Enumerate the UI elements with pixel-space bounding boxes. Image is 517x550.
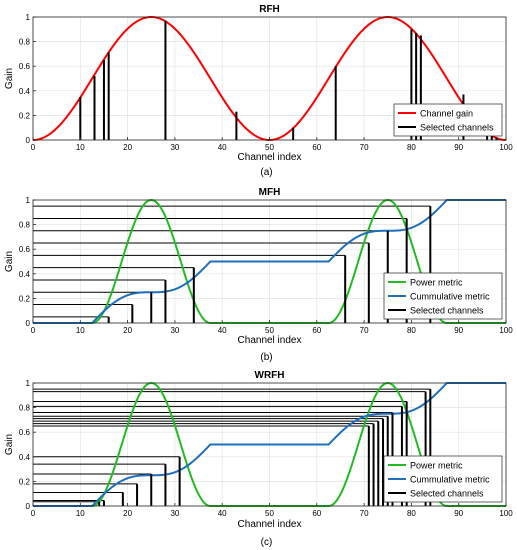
chart-panel-wrfh: 0 10 20 30 40 50 60 70 80 90 100 0 0.2 0.4 0.6 0.8 1 WRFH… (4, 370, 513, 548)
y-tick-label: 0.4 (19, 453, 31, 462)
x-tick-label: 50 (265, 509, 274, 518)
x-tick-label: 20 (123, 326, 132, 335)
x-tick-label: 90 (454, 143, 463, 152)
x-tick-label: 30 (170, 326, 179, 335)
x-tick-label: 0 (31, 509, 36, 518)
legend: Power metric Cummulative metric Selected c… (383, 455, 503, 503)
y-tick-label: 0.8 (19, 221, 31, 230)
legend-label: Selected channels (410, 489, 484, 499)
panel-caption: (c) (261, 537, 273, 548)
x-tick-label: 30 (170, 143, 179, 152)
x-tick-label: 60 (312, 326, 321, 335)
panel-caption: (a) (260, 167, 272, 178)
y-tick-label: 0.2 (19, 477, 31, 486)
series-line-1 (33, 382, 506, 507)
y-tick-label: 0.8 (19, 38, 31, 47)
legend-label: Selected channels (410, 306, 484, 316)
x-tick-label: 80 (407, 143, 416, 152)
chart-title: MFH (259, 187, 281, 198)
series-line-1 (33, 199, 506, 324)
x-tick-label: 20 (123, 143, 132, 152)
y-tick-label: 0 (26, 136, 31, 145)
y-tick-label: 0.2 (19, 294, 31, 303)
y-tick-label: 0.2 (19, 111, 31, 120)
panel-caption: (b) (260, 352, 272, 363)
x-tick-label: 30 (170, 509, 179, 518)
x-axis-label: Channel index (238, 519, 302, 530)
y-tick-label: 0.6 (19, 62, 31, 71)
legend: Power metric Cummulative metric Selected c… (383, 272, 503, 320)
legend-label: Power metric (410, 461, 463, 471)
x-tick-label: 40 (218, 326, 227, 335)
y-axis-label: Gain (4, 251, 15, 272)
y-tick-label: 0.4 (19, 270, 31, 279)
x-tick-label: 10 (76, 509, 85, 518)
x-tick-label: 100 (499, 143, 513, 152)
x-tick-label: 90 (454, 509, 463, 518)
x-tick-label: 70 (360, 143, 369, 152)
chart-panel-mfh: 0 10 20 30 40 50 60 70 80 90 100 0 0.2 0.4 0.6 0.8 1 MFH C… (4, 187, 513, 363)
x-axis-label: Channel index (238, 335, 302, 346)
y-tick-label: 1 (26, 196, 31, 205)
x-tick-label: 50 (265, 143, 274, 152)
legend-label: Channel gain (420, 109, 473, 119)
chart-title: WRFH (255, 370, 285, 381)
y-tick-label: 1 (26, 379, 31, 388)
x-tick-label: 80 (407, 509, 416, 518)
legend-box (393, 103, 503, 137)
legend-label: Power metric (410, 278, 463, 288)
x-tick-label: 10 (76, 326, 85, 335)
x-tick-label: 100 (499, 326, 513, 335)
chart-panel-rfh: 0 10 20 30 40 50 60 70 80 90 100 0 0.2 0.4 0.6 0.8 1 RFH C… (4, 4, 513, 178)
y-tick-label: 0.6 (19, 428, 31, 437)
y-tick-label: 1 (26, 13, 31, 22)
legend-label: Selected channels (420, 123, 494, 133)
x-axis-label: Channel index (238, 152, 302, 163)
x-tick-label: 70 (360, 326, 369, 335)
x-tick-label: 40 (218, 143, 227, 152)
x-tick-label: 60 (312, 143, 321, 152)
legend-label: Cummulative metric (410, 292, 490, 302)
x-tick-label: 100 (499, 509, 513, 518)
y-axis-label: Gain (4, 68, 15, 89)
x-tick-label: 60 (312, 509, 321, 518)
y-tick-label: 0.8 (19, 404, 31, 413)
x-tick-label: 10 (76, 143, 85, 152)
x-tick-label: 40 (218, 509, 227, 518)
x-tick-label: 80 (407, 326, 416, 335)
chart-title: RFH (259, 4, 280, 15)
x-tick-label: 20 (123, 509, 132, 518)
x-tick-label: 0 (31, 143, 36, 152)
legend-label: Cummulative metric (410, 475, 490, 485)
y-tick-label: 0.4 (19, 87, 31, 96)
y-tick-label: 0 (26, 319, 31, 328)
y-axis-label: Gain (4, 434, 15, 455)
x-tick-label: 0 (31, 326, 36, 335)
x-tick-label: 50 (265, 326, 274, 335)
x-tick-label: 70 (360, 509, 369, 518)
y-tick-label: 0.6 (19, 245, 31, 254)
legend: Channel gain Selected channels (393, 103, 503, 137)
y-tick-label: 0 (26, 502, 31, 511)
x-tick-label: 90 (454, 326, 463, 335)
